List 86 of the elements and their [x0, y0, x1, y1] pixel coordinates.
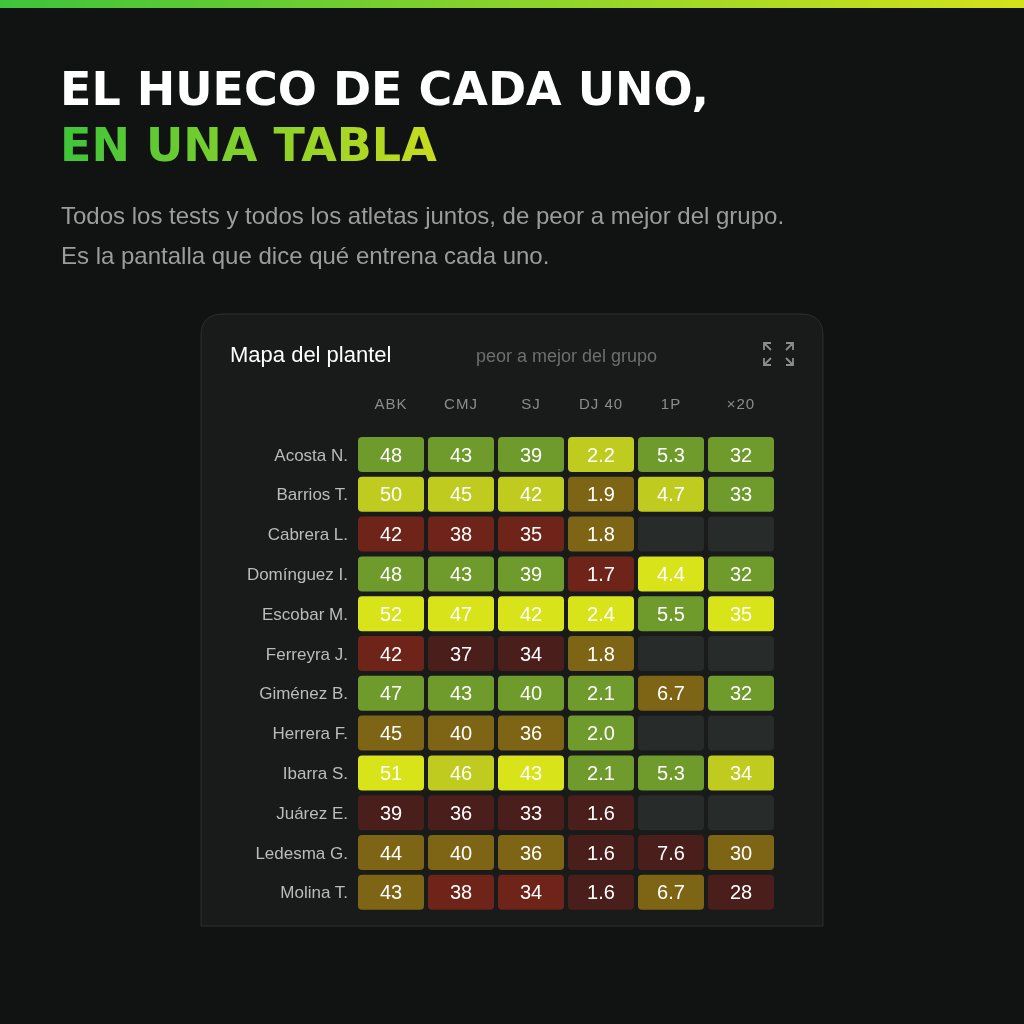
data-label: 43 — [449, 682, 473, 705]
chart-title: EL HUECO DE CADA UNO, EN UNA TABLA — [60, 62, 710, 172]
data-label: 46 — [449, 761, 473, 784]
data-label: 5.3 — [657, 443, 685, 466]
y-tick-label: Molina T. — [280, 883, 348, 903]
data-label: 1.6 — [587, 841, 615, 864]
data-label: 40 — [449, 841, 473, 864]
data-label: 1.6 — [587, 801, 615, 824]
data-label: 42 — [379, 523, 403, 546]
data-label: 43 — [449, 443, 473, 466]
data-label: 39 — [519, 562, 543, 585]
x-tick-label: CMJ — [444, 395, 478, 412]
data-label: 30 — [729, 841, 753, 864]
data-label: 32 — [729, 443, 753, 466]
x-tick-label: DJ 40 — [578, 395, 624, 412]
data-label: 33 — [729, 483, 753, 506]
data-label: 43 — [519, 761, 543, 784]
x-tick-label: ABK — [374, 395, 408, 412]
data-label: 36 — [449, 801, 473, 824]
data-label: 36 — [519, 722, 543, 745]
data-label: 37 — [449, 642, 473, 665]
data-label: 2.1 — [587, 761, 615, 784]
x-tick-label: SJ — [521, 395, 541, 412]
y-tick-label: Ibarra S. — [282, 763, 348, 783]
data-label: 44 — [379, 841, 403, 864]
y-tick-label: Domínguez I. — [246, 564, 348, 584]
data-label: 4.7 — [657, 483, 685, 506]
data-label: 38 — [449, 523, 473, 546]
data-label: 2.4 — [587, 602, 615, 625]
y-tick-label: Juárez E. — [276, 803, 348, 823]
chart-subtitle: Todos los tests y todos los atletas juntos, de peor a mejor del grupo. Es la pantalla que dice qué entrena cada uno. — [61, 202, 785, 269]
data-label: 42 — [379, 642, 403, 665]
data-label: 1.6 — [587, 881, 615, 904]
y-tick-label: Ferreyra J. — [265, 644, 348, 664]
y-tick-label: Giménez B. — [259, 684, 348, 704]
x-tick-label: ×20 — [726, 395, 756, 412]
text: Mapa del plantel — [230, 342, 392, 367]
data-label: 36 — [519, 841, 543, 864]
data-label: 6.7 — [657, 682, 685, 705]
data-label: 45 — [379, 722, 403, 745]
data-label: 35 — [729, 602, 753, 625]
data-label: 34 — [519, 642, 543, 665]
data-label: 33 — [519, 801, 543, 824]
data-label: 34 — [729, 761, 753, 784]
data-label: 1.9 — [587, 483, 615, 506]
data-label: 28 — [729, 881, 753, 904]
y-tick-label: Cabrera L. — [267, 525, 348, 545]
data-label: 43 — [449, 562, 473, 585]
data-label: 5.3 — [657, 761, 685, 784]
y-tick-label: Ledesma G. — [255, 843, 348, 863]
data-label: 6.7 — [657, 881, 685, 904]
data-label: 4.4 — [657, 562, 685, 585]
data-label: 48 — [379, 562, 403, 585]
data-label: 39 — [379, 801, 403, 824]
data-label: 39 — [519, 443, 543, 466]
data-label: 1.8 — [587, 642, 615, 665]
data-label: 2.1 — [587, 682, 615, 705]
data-label: 47 — [379, 682, 403, 705]
data-label: 5.5 — [657, 602, 685, 625]
data-label: 51 — [379, 761, 403, 784]
data-label: 32 — [729, 562, 753, 585]
data-label: 45 — [449, 483, 473, 506]
data-label: 38 — [449, 881, 473, 904]
text: peor a mejor del grupo — [476, 346, 658, 366]
data-label: 52 — [379, 602, 403, 625]
y-tick-label: Barrios T. — [276, 485, 348, 505]
data-label: 2.0 — [587, 722, 615, 745]
data-label: 1.7 — [587, 562, 615, 585]
data-label: 7.6 — [657, 841, 685, 864]
data-label: 48 — [379, 443, 403, 466]
data-label: 40 — [449, 722, 473, 745]
data-label: 40 — [519, 682, 543, 705]
y-tick-label: Acosta N. — [274, 445, 348, 465]
y-tick-label: Herrera F. — [272, 724, 348, 744]
data-label: 2.2 — [587, 443, 615, 466]
data-label: 34 — [519, 881, 543, 904]
data-label: 42 — [519, 602, 543, 625]
data-label: 42 — [519, 483, 543, 506]
data-label: 1.8 — [587, 523, 615, 546]
data-label: 47 — [449, 602, 473, 625]
data-label: 43 — [379, 881, 403, 904]
y-tick-label: Escobar M. — [262, 604, 348, 624]
data-label: 32 — [729, 682, 753, 705]
data-label: 50 — [379, 483, 403, 506]
data-label: 35 — [519, 523, 543, 546]
x-tick-label: 1P — [660, 395, 682, 412]
